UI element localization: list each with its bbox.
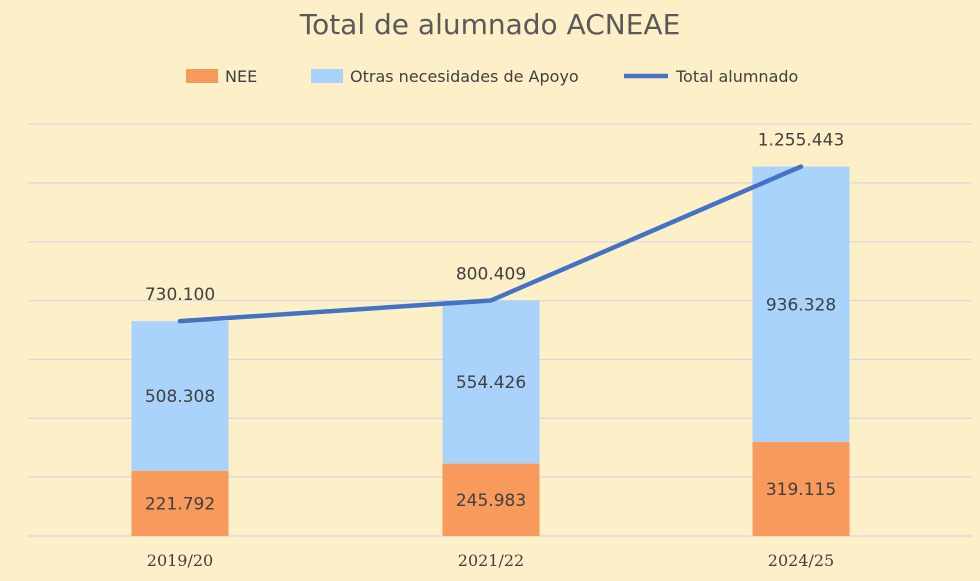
- bar-otras-2: [752, 166, 850, 443]
- x-tick-label-0: 2019/20: [147, 551, 213, 570]
- bar-nee-1: [442, 463, 540, 536]
- data-labels-group: 221.792 508.308 245.983 554.426 319.115 936.3…: [145, 131, 844, 515]
- data-label-total-1: 800.409: [456, 264, 526, 284]
- chart-legend: NEE Otras necesidades de Apoyo Total alumn…: [186, 67, 798, 86]
- data-label-nee-2: 319.115: [766, 480, 836, 500]
- x-axis: 2019/20 2021/22 2024/25: [147, 551, 834, 570]
- legend-label-otras: Otras necesidades de Apoyo: [350, 67, 579, 86]
- x-tick-label-2: 2024/25: [768, 551, 834, 570]
- data-label-nee-0: 221.792: [145, 494, 215, 514]
- legend-swatch-otras: [311, 69, 343, 83]
- data-label-total-0: 730.100: [145, 285, 215, 305]
- total-line: [177, 164, 804, 324]
- bar-series-group: [131, 166, 850, 536]
- data-label-otras-2: 936.328: [766, 295, 836, 315]
- legend-label-total: Total alumnado: [675, 67, 798, 86]
- bar-otras-0: [131, 321, 229, 471]
- data-label-nee-1: 245.983: [456, 491, 526, 511]
- data-label-otras-1: 554.426: [456, 373, 526, 393]
- bar-nee-0: [131, 470, 229, 536]
- bar-otras-1: [442, 300, 540, 464]
- legend-label-nee: NEE: [225, 67, 257, 86]
- chart-title: Total de alumnado ACNEAE: [299, 8, 681, 41]
- legend-swatch-nee: [186, 69, 218, 83]
- bar-nee-2: [752, 442, 850, 536]
- data-label-otras-0: 508.308: [145, 387, 215, 407]
- total-line-group: [177, 164, 804, 324]
- data-label-total-2: 1.255.443: [758, 131, 845, 151]
- x-tick-label-1: 2021/22: [458, 551, 524, 570]
